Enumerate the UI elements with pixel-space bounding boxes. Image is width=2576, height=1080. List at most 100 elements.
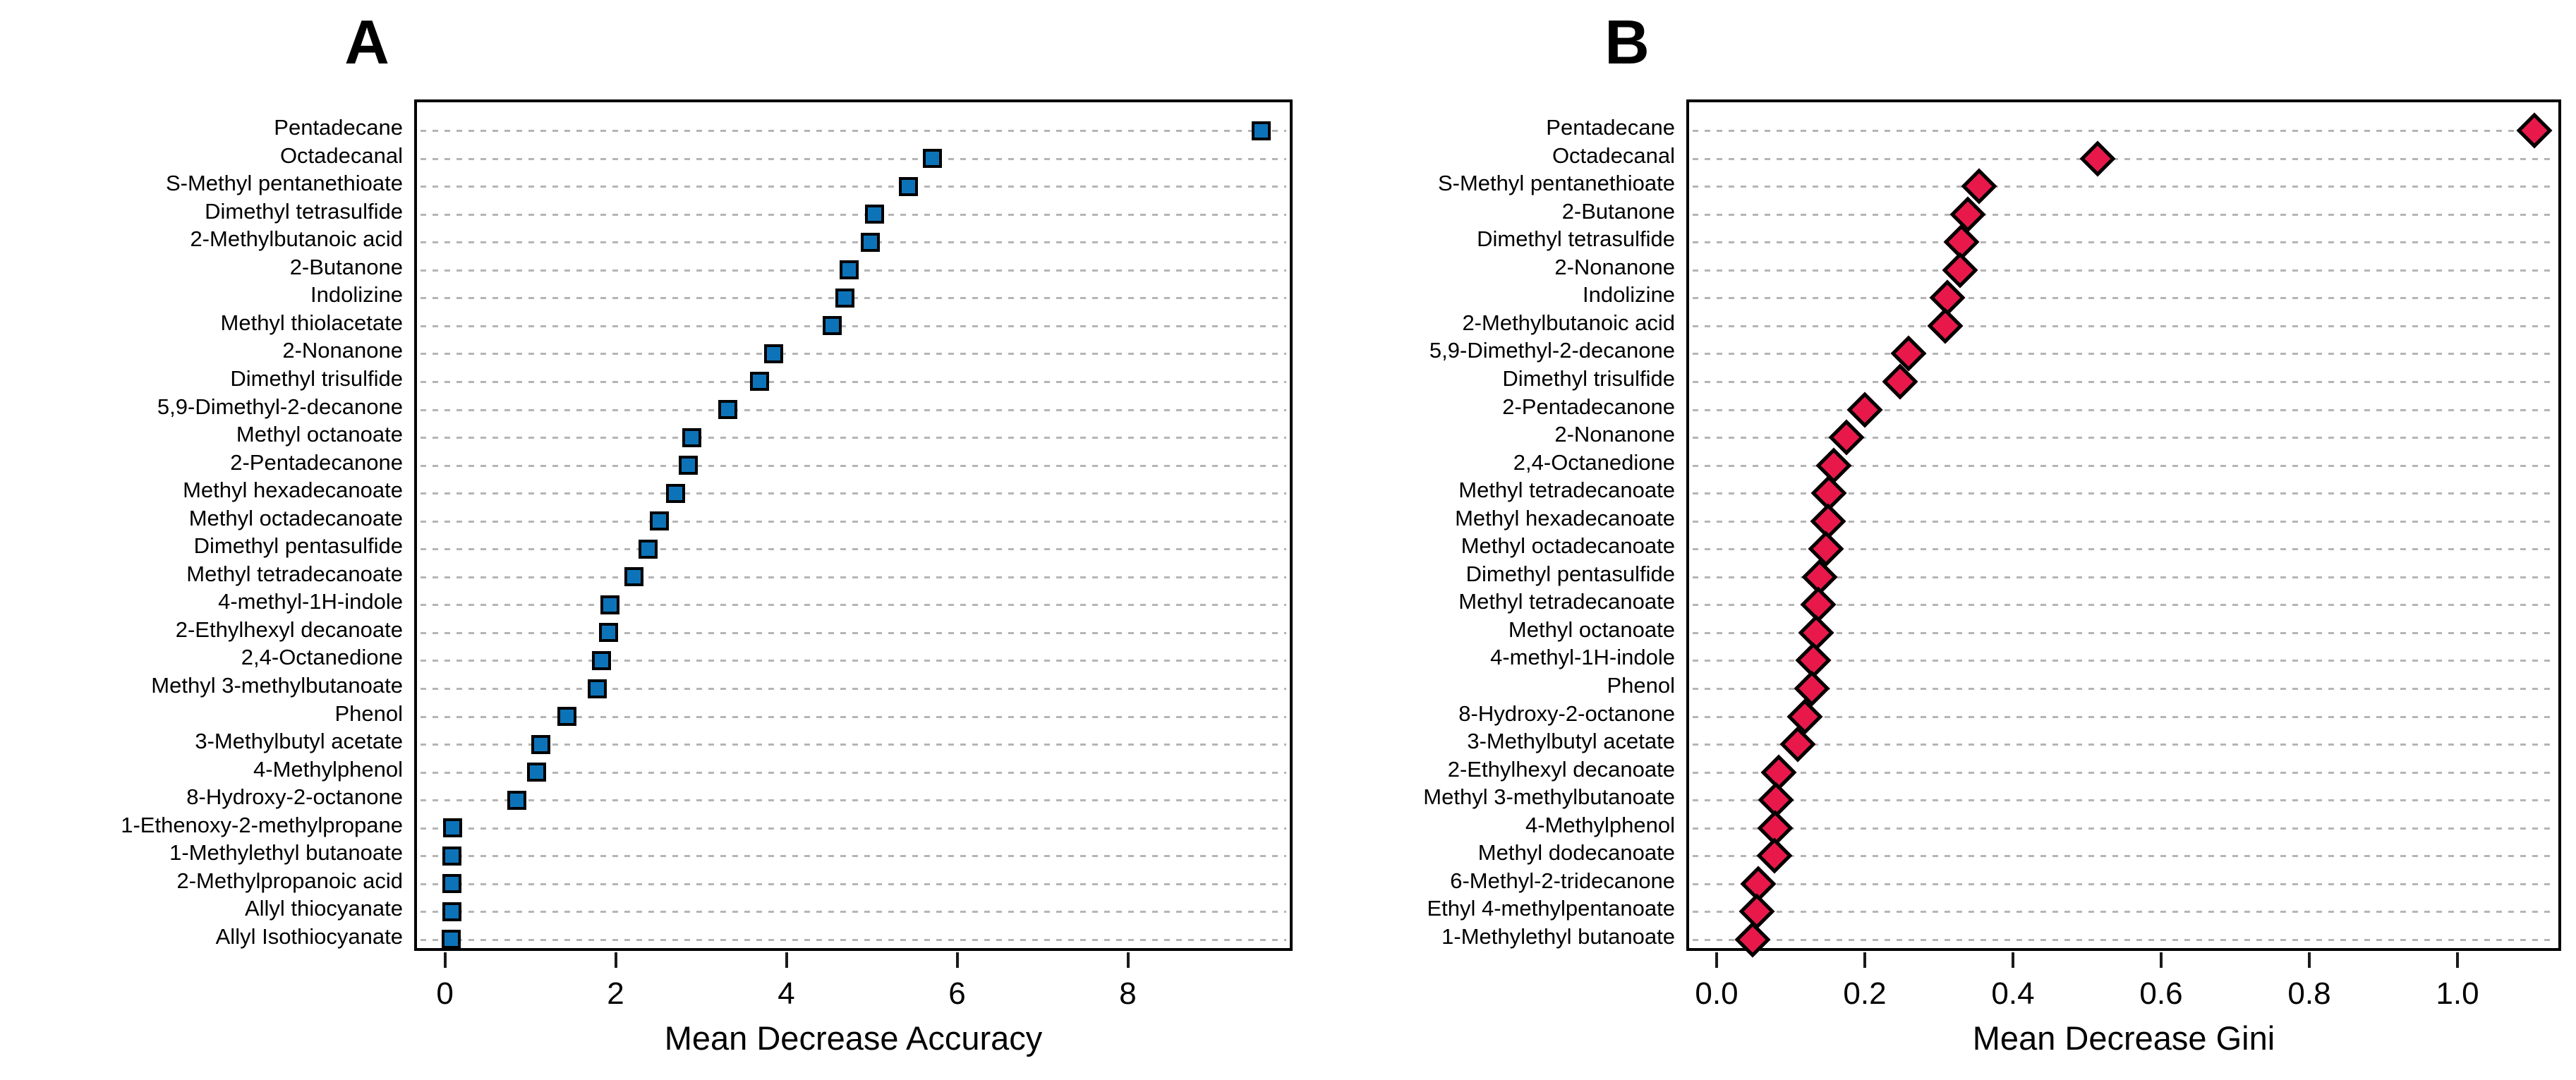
gridline <box>421 492 1286 495</box>
category-label: 1-Methylethyl butanoate <box>169 840 403 866</box>
x-axis-tick-label: 0.4 <box>1991 976 2035 1011</box>
panel-b-marker <box>2079 140 2115 176</box>
panel-b-marker <box>1739 893 1774 930</box>
category-label: 3-Methylbutyl acetate <box>195 729 403 754</box>
category-label: 2-Ethylhexyl decanoate <box>1447 756 1675 782</box>
category-label: Methyl hexadecanoate <box>1455 505 1675 530</box>
category-label: 4-Methylphenol <box>1525 812 1675 837</box>
category-label: Allyl Isothiocyanate <box>215 923 403 949</box>
gridline <box>421 576 1286 578</box>
x-axis-tick <box>955 952 959 968</box>
panel-b-title: B <box>1604 7 1650 77</box>
category-label: Methyl octadecanoate <box>188 505 403 530</box>
panel-b-marker <box>1786 698 1823 734</box>
category-label: Methyl hexadecanoate <box>183 478 403 503</box>
x-axis-tick-label: 0.0 <box>1695 976 1739 1011</box>
category-label: 2,4-Octanedione <box>1513 449 1675 475</box>
gridline <box>421 660 1286 662</box>
panel-a-marker <box>1252 121 1271 140</box>
gridline <box>421 855 1286 858</box>
gridline <box>1693 464 2555 467</box>
panel-b-marker <box>1808 530 1844 567</box>
category-label: 2-Ethylhexyl decanoate <box>175 617 403 642</box>
category-label: Octadecanal <box>279 142 403 168</box>
panel-b-marker <box>1756 837 1793 874</box>
gridline <box>1693 269 2555 272</box>
gridline <box>421 938 1286 941</box>
category-label: 5,9-Dimethyl-2-decanone <box>1429 338 1675 363</box>
gridline <box>1693 827 2555 830</box>
panel-a-marker <box>442 902 462 921</box>
x-axis-tick-label: 8 <box>1119 976 1137 1011</box>
category-label: Dimethyl trisulfide <box>1502 366 1675 391</box>
x-axis-tick-label: 6 <box>948 976 966 1011</box>
x-axis-tick <box>785 952 788 968</box>
category-label: 5,9-Dimethyl-2-decanone <box>157 394 403 419</box>
category-label: Dimethyl trisulfide <box>230 366 403 391</box>
panel-b-plot-area <box>1686 99 2561 958</box>
x-axis-tick-label: 0.6 <box>2139 976 2183 1011</box>
panel-b-x-axis-title: Mean Decrease Gini <box>1972 1019 2275 1057</box>
panel-a-marker <box>600 595 619 614</box>
panel-a-marker <box>835 288 854 308</box>
category-label: Indolizine <box>310 282 403 308</box>
panel-a-marker <box>507 790 527 810</box>
gridline <box>421 130 1286 132</box>
panel-a-marker <box>598 623 618 643</box>
gridline <box>1693 938 2555 941</box>
x-axis-tick <box>2012 952 2014 968</box>
x-axis-tick-label: 4 <box>778 976 795 1011</box>
panel-b-marker <box>2516 112 2553 149</box>
category-label: Methyl 3-methylbutanoate <box>1423 784 1675 810</box>
gridline <box>1693 631 2555 634</box>
panel-a-marker <box>679 456 699 475</box>
category-label: Dimethyl tetrasulfide <box>1477 226 1675 252</box>
gridline <box>1693 799 2555 802</box>
category-label: 4-Methylphenol <box>253 756 403 782</box>
x-axis-tick-label: 2 <box>607 976 624 1011</box>
gridline <box>421 604 1286 607</box>
gridline <box>1693 520 2555 523</box>
panel-a-marker <box>865 205 884 224</box>
x-axis-tick <box>443 952 447 968</box>
gridline <box>421 548 1286 551</box>
category-label: 2-Nonanone <box>282 338 403 363</box>
gridline <box>421 380 1286 383</box>
panel-a-marker <box>923 149 943 168</box>
panel-a-marker <box>682 427 702 447</box>
category-label: 8-Hydroxy-2-octanone <box>1458 700 1675 726</box>
category-label: 4-methyl-1H-indole <box>218 589 403 614</box>
gridline <box>1693 437 2555 439</box>
category-label: 2-Methylbutanoic acid <box>190 226 403 252</box>
gridline <box>421 437 1286 439</box>
gridline <box>421 353 1286 356</box>
panel-a-marker <box>442 846 462 866</box>
category-label: Methyl tetradecanoate <box>1458 478 1675 503</box>
category-label: 1-Ethenoxy-2-methylpropane <box>121 812 403 837</box>
x-axis-tick-label: 0.2 <box>1843 976 1887 1011</box>
category-label: Octadecanal <box>1552 142 1675 168</box>
panel-a-title: A <box>344 7 389 77</box>
category-label: Methyl octanoate <box>1508 617 1675 642</box>
panel-b-marker <box>1882 363 1918 400</box>
gridline <box>1693 911 2555 914</box>
category-label: Methyl thiolacetate <box>220 310 403 335</box>
panel-a-marker <box>442 874 462 894</box>
category-label: 2-Nonanone <box>1554 254 1675 279</box>
gridline <box>1693 855 2555 858</box>
panel-b-marker <box>1779 726 1816 763</box>
gridline <box>421 241 1286 244</box>
category-label: 2-Methylbutanoic acid <box>1462 310 1675 335</box>
panel-a-marker <box>861 232 880 252</box>
category-label: Allyl thiocyanate <box>244 896 403 921</box>
x-axis-tick <box>1715 952 1718 968</box>
gridline <box>1693 771 2555 774</box>
gridline <box>1693 882 2555 885</box>
category-label: Dimethyl pentasulfide <box>193 533 403 559</box>
gridline <box>1693 353 2555 356</box>
x-axis-tick-label: 1.0 <box>2436 976 2479 1011</box>
category-label: 2-Nonanone <box>1554 422 1675 447</box>
panel-a-marker <box>591 650 611 670</box>
category-label: Methyl 3-methylbutanoate <box>151 673 403 698</box>
category-label: Methyl octanoate <box>236 422 403 447</box>
